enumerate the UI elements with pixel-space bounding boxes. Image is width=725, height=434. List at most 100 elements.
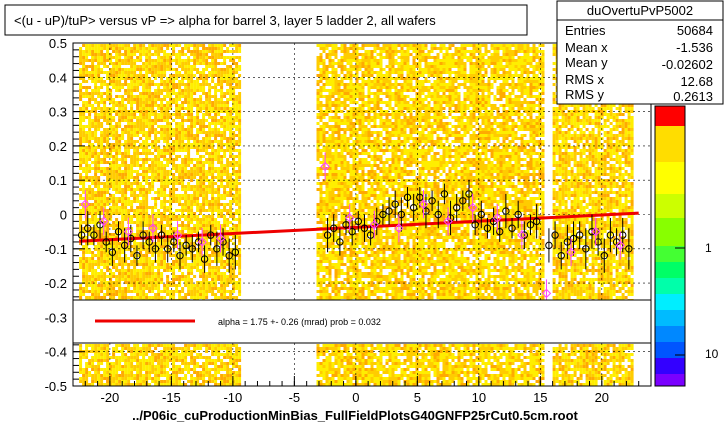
palette-cell bbox=[655, 218, 685, 222]
palette-cell bbox=[655, 274, 685, 278]
y-tick-label-0: 0 bbox=[60, 208, 67, 223]
palette-cell bbox=[655, 326, 685, 330]
x-tick-label-15: 15 bbox=[533, 390, 547, 405]
stats-label-mean-x: Mean x bbox=[565, 40, 608, 55]
palette-cell bbox=[655, 126, 685, 130]
palette-cell bbox=[655, 146, 685, 150]
palette-cell bbox=[655, 230, 685, 234]
y-tick-label-0.5: 0.5 bbox=[49, 36, 67, 51]
stats-value-mean-y: -0.02602 bbox=[662, 57, 713, 72]
palette-cell bbox=[655, 222, 685, 226]
palette-cell bbox=[655, 118, 685, 122]
palette-cell bbox=[655, 174, 685, 178]
palette-cell bbox=[655, 114, 685, 118]
palette-cell bbox=[655, 262, 685, 266]
palette-cell bbox=[655, 242, 685, 246]
palette-cell bbox=[655, 346, 685, 350]
title-box: <(u - uP)/tuP> versus vP => alpha for ba… bbox=[5, 5, 527, 35]
palette-cell bbox=[655, 306, 685, 310]
palette-cell bbox=[655, 234, 685, 238]
palette-cell bbox=[655, 250, 685, 254]
palette-cell bbox=[655, 290, 685, 294]
palette-cell bbox=[655, 302, 685, 306]
palette-cell bbox=[655, 162, 685, 166]
palette-cell bbox=[655, 374, 685, 378]
palette-cell bbox=[655, 238, 685, 242]
y-tick-label--0.1: -0.1 bbox=[45, 242, 67, 257]
y-tick-label--0.4: -0.4 bbox=[45, 345, 67, 360]
palette-cell bbox=[655, 178, 685, 182]
palette-cell bbox=[655, 338, 685, 342]
palette-cell bbox=[655, 342, 685, 346]
y-tick-label-0.3: 0.3 bbox=[49, 105, 67, 120]
x-tick-label--10: -10 bbox=[223, 390, 242, 405]
x-tick-label-0: 0 bbox=[352, 390, 359, 405]
stats-value-rms-x: 12.68 bbox=[680, 74, 713, 89]
palette-cell bbox=[655, 382, 685, 386]
stats-value-mean-x: -1.536 bbox=[676, 40, 713, 55]
palette-cell bbox=[655, 226, 685, 230]
x-tick-label-5: 5 bbox=[414, 390, 421, 405]
y-tick-label-0.2: 0.2 bbox=[49, 139, 67, 154]
palette-cell bbox=[655, 254, 685, 258]
palette-cell bbox=[655, 334, 685, 338]
palette-cell bbox=[655, 258, 685, 262]
stats-box: duOvertuPvP5002 Entries 50684 Mean x -1.… bbox=[557, 1, 723, 104]
palette-cell bbox=[655, 310, 685, 314]
legend-fit-text: alpha = 1.75 +- 0.26 (mrad) prob = 0.032 bbox=[218, 317, 381, 327]
palette-cell bbox=[655, 206, 685, 210]
palette-cell bbox=[655, 134, 685, 138]
palette-cell bbox=[655, 270, 685, 274]
palette-cell bbox=[655, 158, 685, 162]
y-tick-label--0.5: -0.5 bbox=[45, 379, 67, 394]
palette-cell bbox=[655, 150, 685, 154]
palette-cell bbox=[655, 266, 685, 270]
palette-cell bbox=[655, 294, 685, 298]
palette-cell bbox=[655, 278, 685, 282]
stats-value-rms-y: 0.2613 bbox=[673, 89, 713, 104]
palette-cell bbox=[655, 142, 685, 146]
palette-cell bbox=[655, 110, 685, 114]
palette-cell bbox=[655, 166, 685, 170]
palette-cell bbox=[655, 130, 685, 134]
stats-label-rms-y: RMS y bbox=[565, 87, 605, 102]
y-tick-label--0.3: -0.3 bbox=[45, 310, 67, 325]
chart-title: <(u - uP)/tuP> versus vP => alpha for ba… bbox=[14, 13, 436, 28]
palette-cell bbox=[655, 318, 685, 322]
palette-cell bbox=[655, 190, 685, 194]
palette-cell bbox=[655, 106, 685, 110]
palette-cell bbox=[655, 350, 685, 354]
palette-cell bbox=[655, 366, 685, 370]
palette-cell bbox=[655, 186, 685, 190]
x-tick-label--15: -15 bbox=[162, 390, 181, 405]
palette-cell bbox=[655, 282, 685, 286]
palette-label-2: 10 bbox=[705, 347, 719, 361]
palette-cell bbox=[655, 182, 685, 186]
palette-cell bbox=[655, 154, 685, 158]
stats-name: duOvertuPvP5002 bbox=[587, 3, 693, 18]
x-tick-label-20: 20 bbox=[595, 390, 609, 405]
palette-cell bbox=[655, 170, 685, 174]
y-tick-label-0.1: 0.1 bbox=[49, 173, 67, 188]
palette-cell bbox=[655, 210, 685, 214]
stats-label-rms-x: RMS x bbox=[565, 72, 605, 87]
palette-cell bbox=[655, 286, 685, 290]
palette-cell bbox=[655, 314, 685, 318]
palette-cell bbox=[655, 322, 685, 326]
palette-cell bbox=[655, 198, 685, 202]
palette-cell bbox=[655, 362, 685, 366]
palette-cell bbox=[655, 122, 685, 126]
stats-label-mean-y: Mean y bbox=[565, 55, 608, 70]
palette-cell bbox=[655, 298, 685, 302]
palette-cell bbox=[655, 202, 685, 206]
y-tick-label-0.4: 0.4 bbox=[49, 70, 67, 85]
palette-cell bbox=[655, 358, 685, 362]
color-palette bbox=[655, 106, 685, 386]
x-tick-label--5: -5 bbox=[289, 390, 301, 405]
x-tick-label-10: 10 bbox=[472, 390, 486, 405]
palette-cell bbox=[655, 214, 685, 218]
palette-cell bbox=[655, 378, 685, 382]
stats-label-entries: Entries bbox=[565, 23, 606, 38]
